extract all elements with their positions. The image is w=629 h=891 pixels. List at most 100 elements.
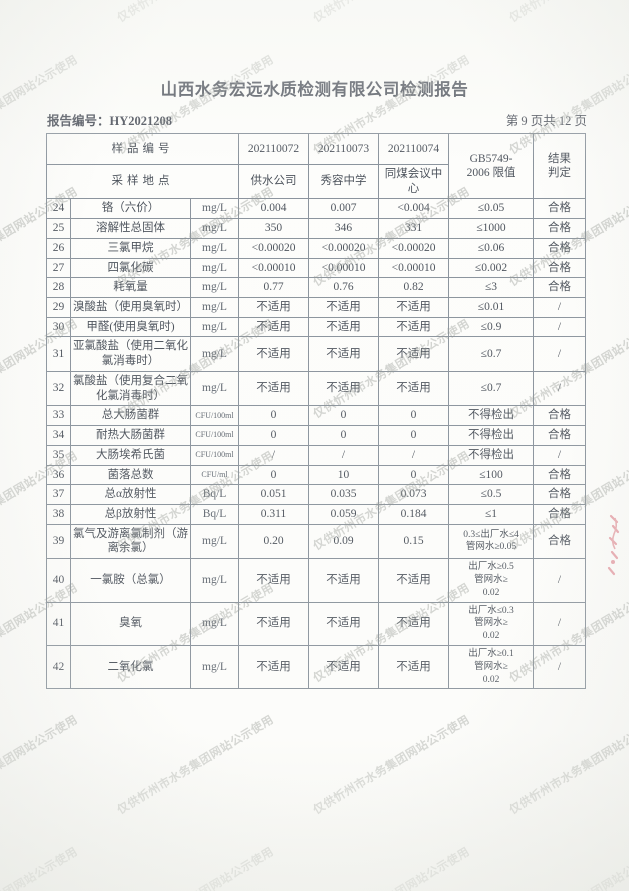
table-row: 33 总大肠菌群 CFU/100ml 0 0 0 不得检出 合格 (46, 405, 587, 427)
watermark-text: 仅供忻州市水务集团网站公示使用 (0, 843, 81, 891)
cell-no: 24 (46, 198, 71, 220)
table-row: 40 一氯胺（总氯） mg/L 不适用 不适用 不适用 出厂水≥0.5 管网水≥ 0.02/ (46, 558, 587, 603)
cell-v2: 不适用 (308, 370, 380, 407)
table-row: 26 三氯甲烷 mg/L <0.00020 <0.00020 <0.00020 ≤0.06 合… (46, 237, 587, 259)
cell-v2: 0.035 (308, 484, 380, 505)
cell-limit: ≤1000 (448, 218, 535, 239)
cell-v2: 不适用 (308, 601, 380, 646)
table-row: 29 溴酸盐（使用臭氧时） mg/L 不适用 不适用 不适用 ≤0.01/ (46, 297, 587, 318)
cell-item: 一氯胺（总氯） (70, 558, 191, 603)
standard-limit-header: GB5749- 2006 限值 (448, 132, 535, 200)
cell-unit: mg/L (189, 198, 240, 220)
cell-limit: ≤0.7 (448, 370, 535, 407)
watermark-text: 仅供忻州市水务集团网站公示使用 (0, 712, 81, 817)
cell-v1: <0.00010 (238, 257, 310, 279)
table-row: 37 总α放射性 Bq/L 0.051 0.035 0.073 ≤0.5 合格 (46, 484, 587, 505)
cell-unit: mg/L (189, 277, 240, 299)
cell-v1: 0.20 (238, 523, 310, 560)
table-row: 31 亚氯酸盐（使用二氧化氯消毒时） mg/L 不适用 不适用 不适用 ≤0.7/ (46, 336, 587, 372)
cell-limit: ≤1 (448, 503, 535, 525)
cell-no: 37 (46, 484, 71, 505)
result-header-line1: 结果 (548, 152, 572, 165)
table-body: 24 铬（六价） mg/L 0.004 0.007 <0.004 ≤0.05 合格 25 溶解性总… (46, 198, 587, 690)
cell-limit: ≤0.01 (448, 297, 535, 318)
cell-unit: Bq/L (189, 503, 240, 525)
cell-result: / (533, 336, 587, 372)
cell-result: 合格 (533, 198, 587, 220)
sample-site-label: 采样地点 (45, 163, 240, 200)
result-judgement-header: 结果 判定 (533, 132, 587, 200)
cell-result: / (533, 558, 587, 603)
cell-no: 42 (46, 644, 71, 690)
cell-no: 26 (46, 237, 71, 259)
cell-unit: mg/L (189, 601, 240, 646)
sample-no-label: 样品编号 (45, 133, 240, 165)
cell-v1: 0.311 (238, 503, 310, 525)
cell-no: 29 (46, 297, 71, 318)
watermark-text: 仅供忻州市水务集团网站公示使用 (114, 843, 277, 891)
report-number: 报告编号：HY2021208 (47, 114, 173, 128)
cell-unit: Bq/L (189, 484, 240, 505)
sample-site-1: 供水公司 (238, 163, 310, 200)
table-row: 39 氯气及游离氯制剂（游离余氯） mg/L 0.20 0.09 0.15 0.3≤出厂水≤… (46, 523, 587, 560)
cell-v1: 0 (238, 464, 310, 486)
sample-site-3: 同煤会议中心 (378, 163, 450, 200)
cell-v2: / (308, 444, 380, 466)
cell-result: 合格 (533, 218, 587, 239)
cell-v3: 0 (378, 464, 450, 486)
table-row: 35 大肠埃希氏菌 CFU/100ml / / / 不得检出 / (46, 444, 587, 466)
cell-v2: 10 (308, 464, 380, 486)
cell-v3: <0.004 (378, 198, 450, 220)
cell-v2: <0.00020 (308, 237, 380, 259)
cell-v3: <0.00020 (378, 237, 450, 259)
cell-limit: 不得检出 (448, 444, 535, 466)
cell-limit: ≤100 (448, 464, 535, 486)
cell-result: 合格 (533, 405, 587, 427)
cell-result: / (533, 444, 587, 466)
cell-unit: mg/L (189, 218, 240, 239)
cell-item: 氯气及游离氯制剂（游离余氯） (70, 523, 191, 560)
cell-v1: <0.00020 (238, 237, 310, 259)
cell-v2: 不适用 (308, 316, 380, 338)
sample-site-2: 秀容中学 (308, 163, 380, 200)
watermark-text: 仅供忻州市水务集团网站公示使用 (310, 843, 473, 891)
cell-v1: 0.051 (238, 484, 310, 505)
cell-v1: 不适用 (238, 644, 310, 690)
table-row: 41 臭氧 mg/L 不适用 不适用 不适用 出厂水≤0.3 管网水≥ 0.02/ (46, 601, 587, 646)
cell-limit: ≤0.06 (448, 237, 535, 259)
cell-v2: <0.00010 (308, 257, 380, 279)
watermark-text: 仅供忻州市水务集团网站公示使用 (506, 712, 629, 817)
page-title: 山西水务宏远水质检测有限公司检测报告 (160, 80, 469, 99)
cell-v3: 0 (378, 405, 450, 427)
cell-v3: 不适用 (378, 558, 450, 603)
table-row: 32 氯酸盐（使用复合二氧化氯消毒时） mg/L 不适用 不适用 不适用 ≤0.7/ (46, 370, 587, 407)
cell-v3: 不适用 (378, 601, 450, 646)
cell-item: 菌落总数 (70, 464, 191, 486)
cell-v1: 不适用 (238, 297, 310, 318)
cell-item: 三氯甲烷 (70, 237, 191, 259)
cell-limit: ≤0.9 (448, 316, 535, 338)
cell-v2: 不适用 (308, 336, 380, 372)
cell-result: 合格 (533, 277, 587, 299)
cell-v2: 0.09 (308, 523, 380, 560)
watermark-text: 仅供忻州市水务集团网站公示使用 (310, 0, 473, 26)
cell-limit: ≤0.5 (448, 484, 535, 505)
cell-result: 合格 (533, 503, 587, 525)
cell-result: / (533, 316, 587, 338)
cell-no: 41 (46, 601, 71, 646)
cell-result: 合格 (533, 523, 587, 560)
cell-v1: 不适用 (238, 370, 310, 407)
cell-v1: 0.77 (238, 277, 310, 299)
watermark-text: 仅供忻州市水务集团网站公示使用 (310, 712, 473, 817)
cell-result: / (533, 297, 587, 318)
cell-v1: 不适用 (238, 601, 310, 646)
cell-v3: 0.15 (378, 523, 450, 560)
cell-v1: 0 (238, 425, 310, 446)
cell-unit: CFU/100ml (189, 425, 240, 446)
page-indicator: 第 9 页共 12 页 (505, 114, 587, 128)
cell-v3: 不适用 (378, 644, 450, 690)
cell-limit: 出厂水≤0.3 管网水≥ 0.02 (448, 601, 535, 646)
cell-item: 甲醛(使用臭氧时) (70, 316, 191, 338)
cell-unit: mg/L (189, 237, 240, 259)
watermark-text: 仅供忻州市水务集团网站公示使用 (506, 843, 629, 891)
